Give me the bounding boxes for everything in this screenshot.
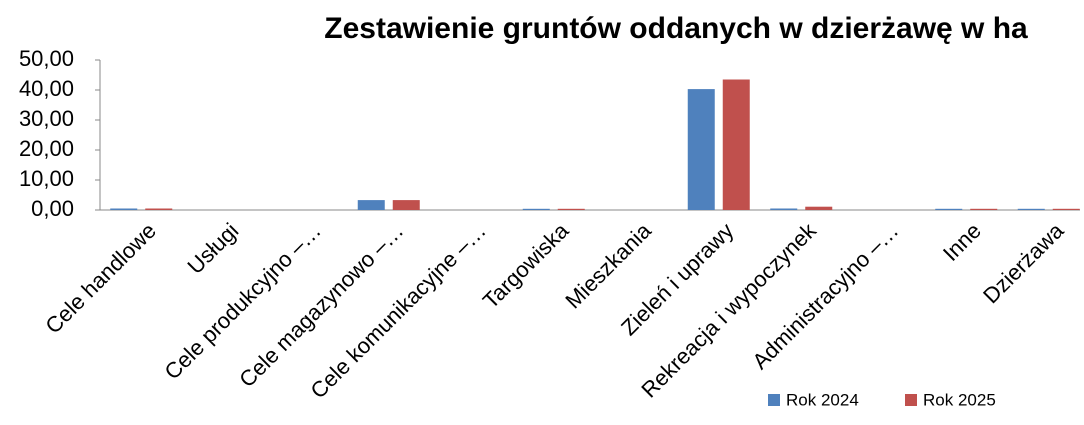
bar	[357, 200, 385, 210]
legend-label: Rok 2024	[786, 390, 859, 409]
x-tick-label: Cele magazynowo –…	[234, 218, 408, 392]
bar	[970, 208, 998, 210]
x-tick-label: Dzierżawa	[978, 217, 1069, 308]
y-tick-label: 30,00	[19, 106, 74, 131]
x-tick-label: Cele handlowe	[40, 218, 161, 339]
bar	[722, 79, 750, 210]
bar	[522, 208, 550, 210]
bar	[557, 208, 585, 210]
bar	[935, 208, 963, 210]
bar	[1052, 208, 1080, 210]
bar	[687, 89, 715, 210]
y-tick-label: 20,00	[19, 136, 74, 161]
bar	[1017, 208, 1045, 210]
legend-swatch	[905, 394, 917, 406]
legend-label: Rok 2025	[923, 390, 996, 409]
chart-title: Zestawienie gruntów oddanych w dzierżawę…	[324, 12, 1028, 45]
bar	[145, 208, 173, 210]
y-tick-label: 40,00	[19, 76, 74, 101]
x-tick-label: Cele produkcyjno –…	[159, 218, 325, 384]
y-tick-label: 0,00	[31, 196, 74, 221]
y-tick-label: 50,00	[19, 46, 74, 71]
bar	[770, 208, 798, 210]
bar	[110, 208, 138, 210]
legend-swatch	[768, 394, 780, 406]
x-tick-label: Usługi	[182, 218, 243, 279]
x-tick-label: Targowiska	[478, 217, 574, 313]
x-tick-label: Inne	[938, 218, 986, 266]
y-tick-label: 10,00	[19, 166, 74, 191]
bar	[392, 200, 420, 210]
x-tick-label: Administracyjno –…	[747, 218, 903, 374]
bar	[805, 206, 833, 210]
